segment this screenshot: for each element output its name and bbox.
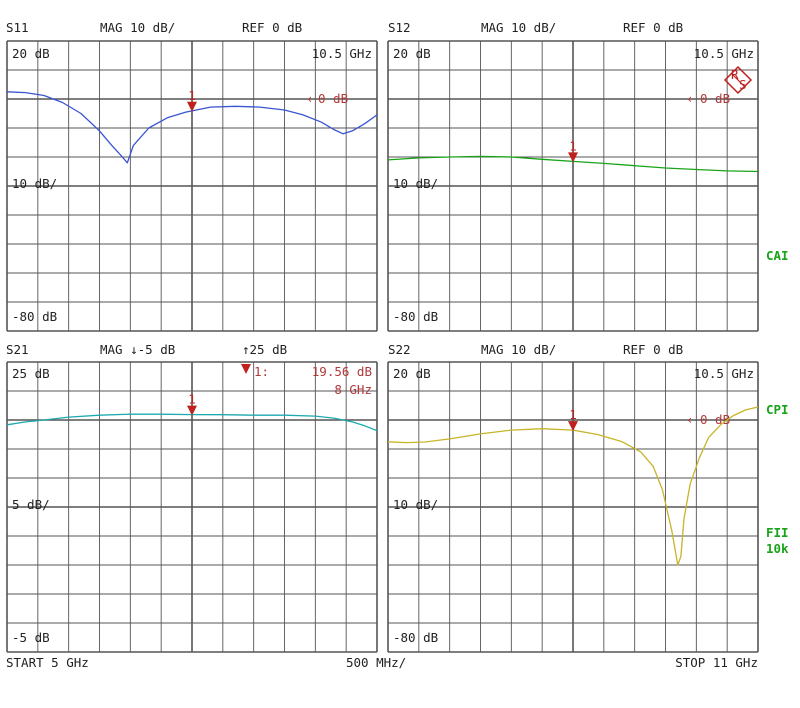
s11-grid: [6, 40, 378, 332]
footer-stop-freq: STOP 11 GHz: [675, 655, 758, 670]
s12-ref-position-label: 0 dB: [700, 91, 730, 106]
s22-scale-label: MAG 10 dB/: [481, 342, 556, 357]
side-label-cpi: CPI: [766, 402, 789, 417]
s12-bottom-scale-label: -80 dB: [393, 309, 438, 324]
s11-marker-triangle: [187, 101, 197, 112]
s21-readout-value: 19.56 dB: [312, 364, 372, 379]
s22-ref-label: REF 0 dB: [623, 342, 683, 357]
s11-marker-number: 1: [188, 88, 196, 103]
s12-corner-freq-label: 10.5 GHz: [694, 46, 754, 61]
s12-marker-number: 1: [569, 138, 577, 153]
side-label-fii: FII: [766, 525, 789, 540]
s11-mid-scale-label: 10 dB/: [12, 176, 57, 191]
s12-mid-scale-label: 10 dB/: [393, 176, 438, 191]
s22-trace-group: [387, 406, 759, 566]
s21-marker-group: 1: [187, 392, 197, 416]
s21-ref-label: ↑25 dB: [242, 342, 287, 357]
s21-readout-marker-icon: [241, 364, 251, 374]
s21-top-scale-label: 25 dB: [12, 366, 50, 381]
s21-marker-triangle: [187, 405, 197, 416]
s11-param-label: S11: [6, 20, 29, 35]
s11-scale-label: MAG 10 dB/: [100, 20, 175, 35]
panel-s21: S21 MAG ↓-5 dB ↑25 dB 25 dB 5 dB/ -5 dB …: [6, 342, 378, 653]
footer-span-per-div: 500 MHz/: [346, 655, 406, 670]
s22-trace: [387, 406, 759, 566]
side-label-10k: 10k: [766, 541, 789, 556]
s11-top-scale-label: 20 dB: [12, 46, 50, 61]
s12-param-label: S12: [388, 20, 411, 35]
s12-scale-label: MAG 10 dB/: [481, 20, 556, 35]
s11-trace: [6, 91, 378, 164]
s22-marker-number: 1: [569, 407, 577, 422]
s22-ref-position-indicator: ‹: [686, 412, 694, 427]
rs-logo-r: R: [731, 67, 739, 82]
side-label-cai: CAI: [766, 248, 789, 263]
s12-grid: [387, 40, 759, 332]
s22-corner-freq-label: 10.5 GHz: [694, 366, 754, 381]
s21-param-label: S21: [6, 342, 29, 357]
s11-trace-group: [6, 91, 378, 164]
s12-ref-position-indicator: ‹: [686, 91, 694, 106]
s21-marker-number: 1: [188, 392, 196, 407]
s11-ref-position-indicator: ‹: [306, 91, 314, 106]
s12-marker-triangle: [568, 152, 578, 163]
s21-trace-group: [6, 413, 378, 432]
s21-bottom-scale-label: -5 dB: [12, 630, 50, 645]
s12-marker-group: 1: [568, 138, 578, 163]
s11-ref-position-label: 0 dB: [318, 91, 348, 106]
s12-ref-label: REF 0 dB: [623, 20, 683, 35]
rs-logo-slash: [731, 73, 745, 87]
panel-s12: S12 MAG 10 dB/ REF 0 dB 20 dB 10 dB/ -80…: [387, 20, 759, 332]
s22-top-scale-label: 20 dB: [393, 366, 431, 381]
s22-param-label: S22: [388, 342, 411, 357]
s21-readout-freq: 8 GHz: [334, 382, 372, 397]
rs-logo: R S: [723, 65, 753, 95]
s12-top-scale-label: 20 dB: [393, 46, 431, 61]
s21-scale-label: MAG ↓-5 dB: [100, 342, 175, 357]
s22-bottom-scale-label: -80 dB: [393, 630, 438, 645]
s22-ref-position-label: 0 dB: [700, 412, 730, 427]
panel-s11: S11 MAG 10 dB/ REF 0 dB 20 dB 10 dB/ -80…: [6, 20, 378, 332]
s11-corner-freq-label: 10.5 GHz: [312, 46, 372, 61]
s21-readout-marker-label: 1:: [254, 364, 269, 379]
s22-grid: [387, 361, 759, 653]
rs-logo-diamond: [723, 65, 753, 95]
footer-start-freq: START 5 GHz: [6, 655, 89, 670]
panel-s22: S22 MAG 10 dB/ REF 0 dB 20 dB 10 dB/ -80…: [387, 342, 759, 653]
s22-marker-triangle: [568, 421, 578, 432]
s22-mid-scale-label: 10 dB/: [393, 497, 438, 512]
s11-marker-group: 1: [187, 88, 197, 112]
s11-ref-label: REF 0 dB: [242, 20, 302, 35]
s21-trace: [6, 413, 378, 432]
rs-logo-s: S: [739, 77, 747, 92]
s22-marker-group: 1: [568, 407, 578, 432]
s21-mid-scale-label: 5 dB/: [12, 497, 50, 512]
s11-bottom-scale-label: -80 dB: [12, 309, 57, 324]
